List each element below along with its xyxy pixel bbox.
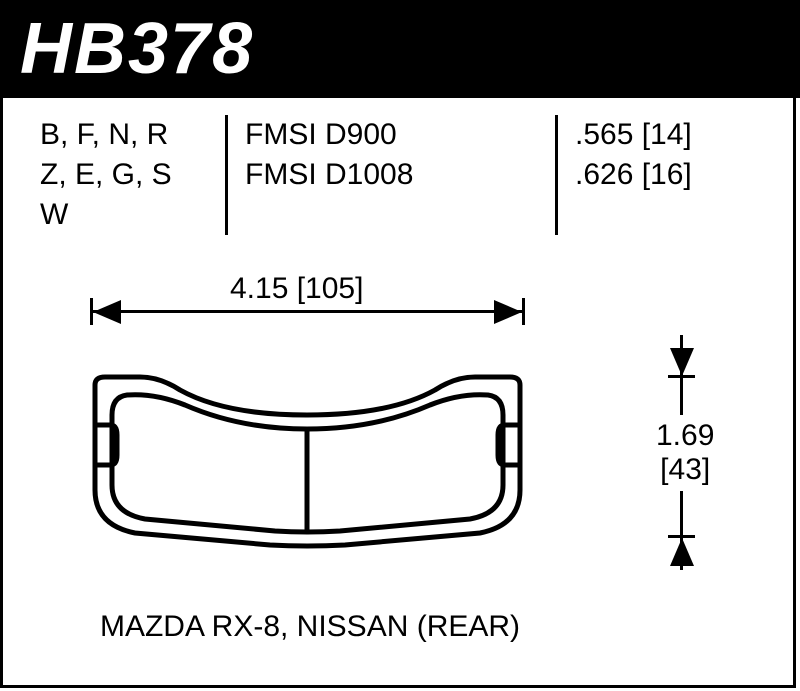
fmsi-line-1: FMSI D900 <box>245 115 413 155</box>
thickness-column: .565 [14] .626 [16] <box>575 115 692 195</box>
dim-height-inches: 1.69 <box>656 419 714 453</box>
part-number: HB378 <box>20 8 254 90</box>
spec-divider-1 <box>225 115 228 235</box>
specs-row: B, F, N, R Z, E, G, S W FMSI D900 FMSI D… <box>0 115 800 245</box>
dim-width-label: 4.15 [105] <box>220 272 373 306</box>
thickness-line-2: .626 [16] <box>575 155 692 195</box>
dim-height-arrow-up-icon <box>670 538 694 566</box>
dim-width-arrow-left-icon <box>93 300 121 324</box>
thickness-line-1: .565 [14] <box>575 115 692 155</box>
compounds-line-1: B, F, N, R <box>40 115 172 155</box>
dim-height-arrow-down-icon <box>670 348 694 376</box>
spec-divider-2 <box>555 115 558 235</box>
dim-width-line <box>90 310 525 313</box>
compounds-column: B, F, N, R Z, E, G, S W <box>40 115 172 235</box>
drawing-area: 4.15 [105] 1.69 [43] MAZDA RX-8, NISSAN … <box>0 280 800 640</box>
dim-height-label: 1.69 [43] <box>650 415 720 491</box>
application-label: MAZDA RX-8, NISSAN (REAR) <box>0 610 620 644</box>
brake-pad-drawing <box>85 355 530 555</box>
compounds-line-3: W <box>40 195 172 235</box>
fmsi-column: FMSI D900 FMSI D1008 <box>245 115 413 195</box>
dim-width-arrow-right-icon <box>494 300 522 324</box>
header-bar: HB378 <box>0 0 800 98</box>
compounds-line-2: Z, E, G, S <box>40 155 172 195</box>
fmsi-line-2: FMSI D1008 <box>245 155 413 195</box>
dim-height-mm: [43] <box>656 453 714 487</box>
